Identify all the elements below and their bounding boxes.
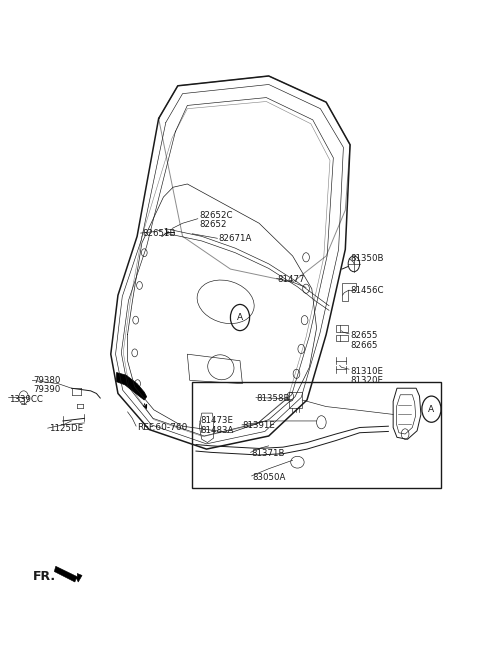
Text: 1339CC: 1339CC: [9, 395, 43, 404]
Text: REF.60-760: REF.60-760: [137, 423, 188, 432]
Text: 83050A: 83050A: [252, 473, 286, 482]
Text: 79390: 79390: [33, 385, 60, 394]
Text: 81456C: 81456C: [350, 285, 384, 295]
Text: FR.: FR.: [33, 570, 56, 583]
Text: 81477: 81477: [277, 275, 305, 284]
Text: 81473E: 81473E: [201, 417, 234, 426]
Text: 81358B: 81358B: [257, 394, 290, 403]
Text: A: A: [237, 313, 243, 322]
Text: 81371B: 81371B: [252, 449, 285, 458]
Text: 82665: 82665: [350, 340, 378, 350]
Text: 82652: 82652: [199, 220, 227, 229]
Text: 82655: 82655: [350, 331, 378, 340]
Polygon shape: [54, 566, 82, 582]
Text: A: A: [428, 405, 434, 414]
Text: 81391E: 81391E: [243, 421, 276, 430]
Text: 1125DE: 1125DE: [48, 424, 83, 433]
Text: 82652C: 82652C: [199, 211, 233, 220]
Polygon shape: [117, 373, 147, 400]
Text: 82671A: 82671A: [218, 234, 252, 243]
Text: 79380: 79380: [33, 376, 60, 385]
Text: 81483A: 81483A: [201, 426, 234, 435]
Bar: [192, 382, 441, 488]
Text: 81310E: 81310E: [350, 367, 383, 376]
Text: 82651B: 82651B: [142, 228, 175, 237]
Text: 81320E: 81320E: [350, 376, 383, 385]
Text: 81350B: 81350B: [350, 254, 384, 263]
